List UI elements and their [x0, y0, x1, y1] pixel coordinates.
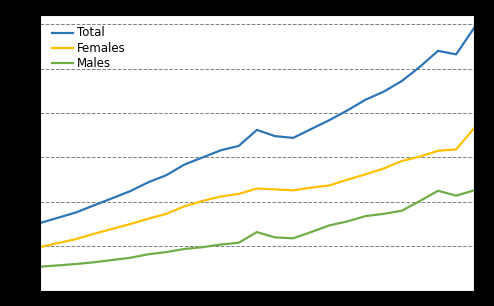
- Males: [254, 230, 260, 234]
- Males: [91, 260, 97, 264]
- Females: [127, 222, 133, 226]
- Total: [200, 156, 206, 159]
- Females: [164, 212, 169, 216]
- Legend: Total, Females, Males: Total, Females, Males: [50, 24, 128, 73]
- Females: [272, 188, 278, 191]
- Males: [55, 263, 61, 267]
- Females: [344, 178, 350, 181]
- Males: [73, 262, 79, 266]
- Total: [363, 98, 369, 102]
- Total: [435, 49, 441, 53]
- Total: [164, 174, 169, 177]
- Total: [471, 26, 477, 30]
- Females: [218, 195, 224, 198]
- Line: Males: Males: [40, 190, 474, 267]
- Total: [55, 216, 61, 220]
- Total: [399, 79, 405, 83]
- Total: [290, 136, 296, 140]
- Males: [453, 194, 459, 197]
- Males: [308, 230, 314, 234]
- Total: [453, 53, 459, 56]
- Males: [127, 256, 133, 260]
- Total: [127, 189, 133, 193]
- Total: [254, 128, 260, 132]
- Females: [236, 192, 242, 196]
- Males: [417, 199, 423, 203]
- Males: [399, 209, 405, 213]
- Females: [200, 199, 206, 203]
- Males: [344, 220, 350, 223]
- Total: [308, 127, 314, 131]
- Total: [37, 221, 42, 225]
- Males: [37, 265, 42, 269]
- Males: [218, 243, 224, 246]
- Females: [109, 227, 115, 231]
- Males: [290, 237, 296, 240]
- Males: [435, 189, 441, 192]
- Females: [363, 173, 369, 176]
- Males: [236, 241, 242, 244]
- Females: [381, 167, 387, 170]
- Males: [327, 224, 332, 227]
- Total: [381, 90, 387, 94]
- Females: [417, 155, 423, 159]
- Total: [344, 109, 350, 112]
- Females: [453, 147, 459, 151]
- Males: [109, 258, 115, 262]
- Females: [399, 159, 405, 163]
- Males: [164, 250, 169, 254]
- Females: [254, 187, 260, 190]
- Line: Females: Females: [40, 128, 474, 247]
- Females: [435, 149, 441, 153]
- Females: [181, 204, 187, 208]
- Total: [417, 65, 423, 69]
- Males: [471, 188, 477, 192]
- Females: [55, 241, 61, 245]
- Total: [109, 196, 115, 200]
- Total: [145, 181, 151, 184]
- Total: [181, 163, 187, 166]
- Total: [73, 211, 79, 215]
- Males: [381, 212, 387, 216]
- Total: [218, 148, 224, 152]
- Males: [200, 245, 206, 249]
- Total: [327, 118, 332, 122]
- Males: [363, 214, 369, 218]
- Females: [327, 184, 332, 187]
- Males: [145, 252, 151, 256]
- Females: [37, 245, 42, 249]
- Males: [272, 236, 278, 239]
- Total: [236, 144, 242, 148]
- Females: [308, 186, 314, 189]
- Females: [471, 126, 477, 130]
- Females: [73, 237, 79, 241]
- Females: [91, 232, 97, 236]
- Females: [145, 217, 151, 221]
- Line: Total: Total: [40, 28, 474, 223]
- Total: [272, 134, 278, 138]
- Females: [290, 188, 296, 192]
- Males: [181, 247, 187, 251]
- Total: [91, 203, 97, 207]
